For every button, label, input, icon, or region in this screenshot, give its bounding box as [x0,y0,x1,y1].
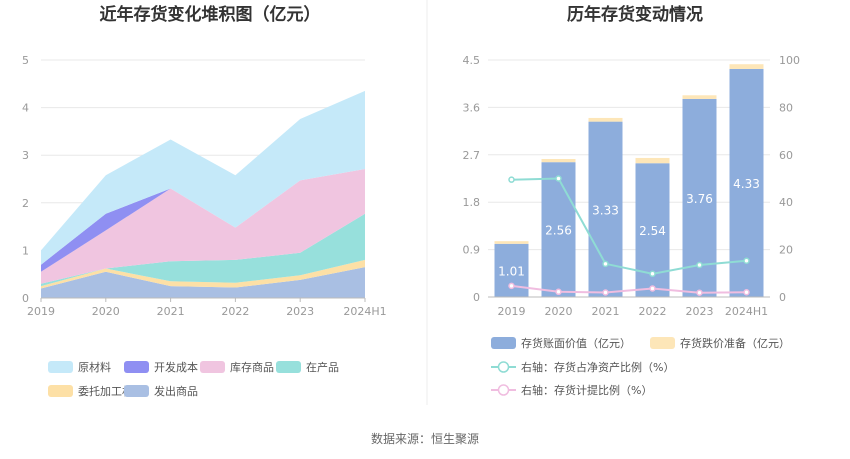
ratio-point [602,289,609,296]
ratio-point [696,261,703,269]
right-legend-label: 存货跌价准备（亿元） [680,336,790,350]
ratio-point [602,260,609,268]
left-legend-label: 发出商品 [154,384,198,398]
left-legend-swatch [124,385,149,397]
left-axis-tick-label: 0 [473,291,480,304]
right-x-tick-label: 2023 [686,305,714,318]
left-legend-swatch [200,361,225,373]
bar-data-label: 4.33 [733,177,760,191]
ratio-point [696,289,703,296]
left-axis-tick-label: 1.8 [463,196,481,209]
right-x-tick-label: 2022 [639,305,667,318]
right-axis-tick-label: 40 [779,196,793,209]
left-legend-label: 库存商品 [230,360,274,374]
impairment-provision-bar [729,64,764,69]
right-legend-line-marker [497,361,510,373]
bar-data-label: 3.33 [592,203,619,217]
left-legend-swatch [276,361,301,373]
right-axis-tick-label: 100 [779,54,800,67]
left-chart-title: 近年存货变化堆积图（亿元） [100,4,321,25]
right-x-tick-label: 2021 [592,305,620,318]
ratio-point [743,257,750,264]
area-series [41,259,365,289]
area-series [41,267,365,298]
left-legend-label: 在产品 [306,360,339,374]
left-legend-swatch [48,361,73,373]
right-axis-tick-label: 60 [779,149,793,162]
left-x-tick-label: 2019 [27,305,55,318]
right-legend-label: 存货账面价值（亿元） [521,336,631,350]
left-y-tick-label: 4 [22,102,29,115]
left-x-tick-label: 2024H1 [343,305,386,318]
ratio-point [743,289,750,296]
left-y-tick-label: 5 [22,54,29,67]
left-y-tick-label: 0 [22,292,29,305]
area-series [41,213,365,287]
area-series [41,169,365,284]
left-legend-swatch [48,385,73,397]
right-axis-tick-label: 80 [779,101,793,114]
left-y-tick-label: 1 [22,244,29,257]
ratio-point [555,175,562,182]
ratio-point [649,270,656,278]
ratio-point [649,285,656,292]
left-x-tick-label: 2023 [286,305,314,318]
impairment-provision-bar [541,159,576,163]
left-y-tick-label: 2 [22,197,29,210]
left-legend-label: 开发成本 [154,360,198,374]
ratio-point [508,282,515,290]
left-axis-tick-label: 4.5 [463,54,481,67]
right-axis-tick-label: 0 [779,291,786,304]
left-x-tick-label: 2020 [92,305,120,318]
right-legend-label: 右轴：存货计提比例（%） [521,383,652,397]
right-legend-swatch [650,337,675,349]
right-x-tick-label: 2024H1 [725,305,768,318]
left-y-tick-label: 3 [22,149,29,162]
impairment-provision-bar [494,241,529,244]
right-x-tick-label: 2019 [498,305,526,318]
left-axis-tick-label: 3.6 [463,101,481,114]
bar-data-label: 3.76 [686,192,713,206]
left-axis-tick-label: 2.7 [463,149,481,162]
right-legend-label: 右轴：存货占净资产比例（%） [521,360,674,374]
left-x-tick-label: 2022 [221,305,249,318]
bar-data-label: 1.01 [498,264,525,278]
data-source-footer: 数据来源：恒生聚源 [371,431,479,446]
ratio-point [555,288,562,296]
inventory-book-value-bar [541,162,576,297]
right-legend-line-marker [497,384,510,396]
area-series [41,169,365,272]
ratio-line [511,177,747,275]
left-legend-label: 原材料 [78,360,111,374]
impairment-provision-bar [682,95,717,99]
impairment-provision-bar [588,117,623,122]
inventory-book-value-bar [588,121,623,298]
right-legend-swatch [491,337,516,349]
left-x-tick-label: 2021 [157,305,185,318]
right-chart-title: 历年存货变动情况 [567,4,703,25]
left-legend-swatch [124,361,149,373]
right-axis-tick-label: 20 [779,244,793,257]
left-axis-tick-label: 0.9 [463,244,481,257]
bar-data-label: 2.56 [545,224,572,238]
area-series [41,90,365,265]
ratio-line [511,284,747,294]
impairment-provision-bar [635,157,670,164]
right-x-tick-label: 2020 [545,305,573,318]
ratio-point [508,176,515,183]
bar-data-label: 2.54 [639,224,666,238]
